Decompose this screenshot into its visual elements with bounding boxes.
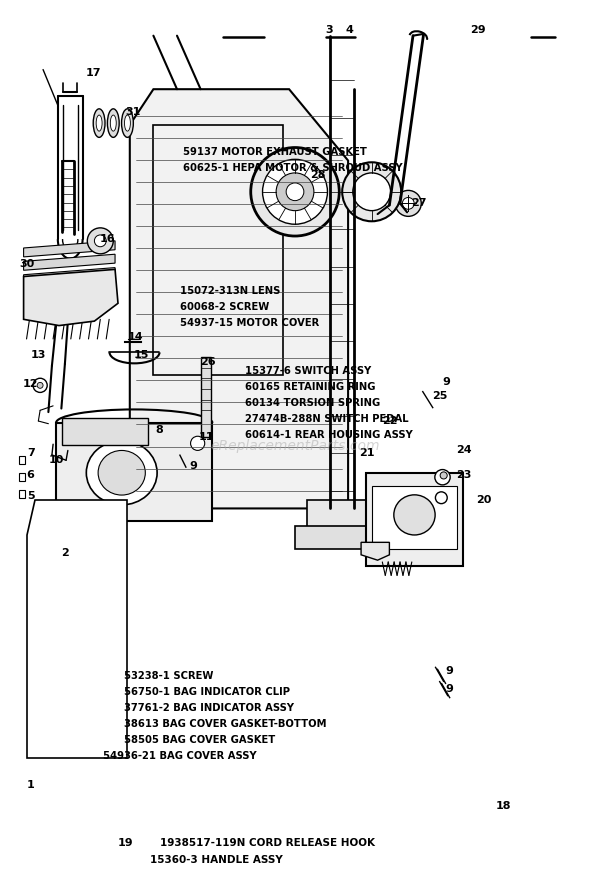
Text: 3: 3: [326, 25, 333, 36]
Text: 15360-3 HANDLE ASSY: 15360-3 HANDLE ASSY: [150, 855, 283, 865]
Circle shape: [251, 147, 339, 236]
Text: 38613 BAG COVER GASKET-BOTTOM: 38613 BAG COVER GASKET-BOTTOM: [124, 719, 326, 730]
Circle shape: [191, 436, 205, 450]
Bar: [366, 473, 463, 566]
Text: 9: 9: [445, 665, 454, 676]
Bar: [295, 526, 389, 549]
Text: 27474B-288N SWITCH PEDAL: 27474B-288N SWITCH PEDAL: [245, 414, 408, 425]
Text: 58505 BAG COVER GASKET: 58505 BAG COVER GASKET: [124, 735, 275, 746]
Text: 24: 24: [456, 444, 471, 455]
Bar: [19, 491, 25, 498]
Text: 9: 9: [445, 683, 454, 694]
Ellipse shape: [110, 115, 116, 131]
Ellipse shape: [98, 450, 145, 495]
Bar: [62, 418, 148, 445]
Text: 8: 8: [155, 425, 163, 435]
Text: 26: 26: [200, 357, 215, 368]
Ellipse shape: [394, 495, 435, 535]
Ellipse shape: [107, 109, 119, 137]
Circle shape: [87, 227, 113, 254]
Text: 11: 11: [199, 432, 214, 442]
Circle shape: [435, 469, 450, 485]
Text: 25: 25: [432, 391, 448, 401]
Polygon shape: [27, 500, 127, 758]
Text: 16: 16: [100, 234, 115, 244]
Circle shape: [353, 173, 391, 211]
Text: 4: 4: [345, 25, 353, 36]
Polygon shape: [24, 254, 115, 270]
Circle shape: [33, 378, 47, 392]
Circle shape: [402, 197, 414, 210]
Text: 7: 7: [27, 448, 35, 458]
Text: 59137 MOTOR EXHAUST GASKET: 59137 MOTOR EXHAUST GASKET: [183, 146, 367, 157]
Ellipse shape: [86, 441, 157, 505]
Circle shape: [435, 491, 447, 504]
Circle shape: [276, 173, 314, 211]
Circle shape: [94, 235, 106, 247]
Polygon shape: [130, 89, 348, 508]
Circle shape: [440, 472, 447, 479]
Ellipse shape: [124, 115, 130, 131]
Text: 30: 30: [19, 259, 34, 269]
Text: 15: 15: [134, 350, 149, 360]
Text: 18: 18: [496, 801, 512, 812]
Circle shape: [286, 183, 304, 201]
Text: 56750-1 BAG INDICATOR CLIP: 56750-1 BAG INDICATOR CLIP: [124, 687, 290, 698]
Bar: [19, 474, 25, 481]
Circle shape: [342, 162, 401, 221]
Polygon shape: [361, 542, 389, 560]
Text: 31: 31: [125, 107, 140, 118]
Text: 12: 12: [23, 378, 38, 389]
Text: 22: 22: [382, 416, 397, 426]
Text: 17: 17: [86, 68, 101, 78]
Circle shape: [263, 160, 327, 224]
Text: 27: 27: [411, 198, 427, 209]
Bar: [38, 535, 115, 731]
Bar: [19, 457, 25, 464]
Text: 15072-313N LENS: 15072-313N LENS: [180, 285, 280, 296]
Bar: [62, 553, 80, 593]
Bar: [372, 486, 457, 549]
Text: 60625-1 HEPA MOTOR & SHROUD ASSY: 60625-1 HEPA MOTOR & SHROUD ASSY: [183, 162, 402, 173]
Text: 13: 13: [31, 350, 46, 360]
Polygon shape: [24, 269, 118, 326]
Text: 20: 20: [476, 494, 491, 505]
Text: 60165 RETAINING RING: 60165 RETAINING RING: [245, 382, 375, 392]
Text: 60134 TORSION SPRING: 60134 TORSION SPRING: [245, 398, 380, 409]
Text: 37761-2 BAG INDICATOR ASSY: 37761-2 BAG INDICATOR ASSY: [124, 703, 294, 714]
Circle shape: [37, 383, 43, 388]
Polygon shape: [24, 268, 115, 284]
Text: 5: 5: [27, 491, 34, 501]
Text: 9: 9: [189, 460, 198, 471]
Text: 53238-1 SCREW: 53238-1 SCREW: [124, 671, 213, 681]
Text: 60068-2 SCREW: 60068-2 SCREW: [180, 301, 269, 312]
Bar: [153, 125, 283, 375]
Bar: [56, 423, 212, 521]
Bar: [201, 357, 211, 437]
Text: 1: 1: [27, 780, 35, 790]
Text: 54936-21 BAG COVER ASSY: 54936-21 BAG COVER ASSY: [103, 751, 257, 762]
Polygon shape: [24, 241, 115, 257]
Ellipse shape: [122, 109, 133, 137]
Circle shape: [395, 190, 421, 217]
Text: 60614-1 REAR HOUSING ASSY: 60614-1 REAR HOUSING ASSY: [245, 430, 412, 441]
Text: 1938517-119N CORD RELEASE HOOK: 1938517-119N CORD RELEASE HOOK: [160, 838, 375, 848]
Text: eReplacementParts.com: eReplacementParts.com: [210, 439, 380, 453]
Text: 21: 21: [359, 448, 375, 458]
Bar: [307, 500, 378, 531]
Ellipse shape: [93, 109, 105, 137]
Text: 14: 14: [128, 332, 143, 343]
Ellipse shape: [96, 115, 102, 131]
Text: 54937-15 MOTOR COVER: 54937-15 MOTOR COVER: [180, 318, 319, 328]
Text: 23: 23: [456, 469, 471, 480]
Text: 6: 6: [27, 469, 35, 480]
Text: 2: 2: [61, 548, 69, 558]
Text: 9: 9: [442, 376, 450, 387]
Text: 28: 28: [310, 169, 325, 180]
Text: 15377-6 SWITCH ASSY: 15377-6 SWITCH ASSY: [245, 366, 371, 376]
Text: 10: 10: [48, 455, 64, 466]
Text: 29: 29: [470, 25, 486, 36]
Text: 19: 19: [117, 838, 133, 848]
